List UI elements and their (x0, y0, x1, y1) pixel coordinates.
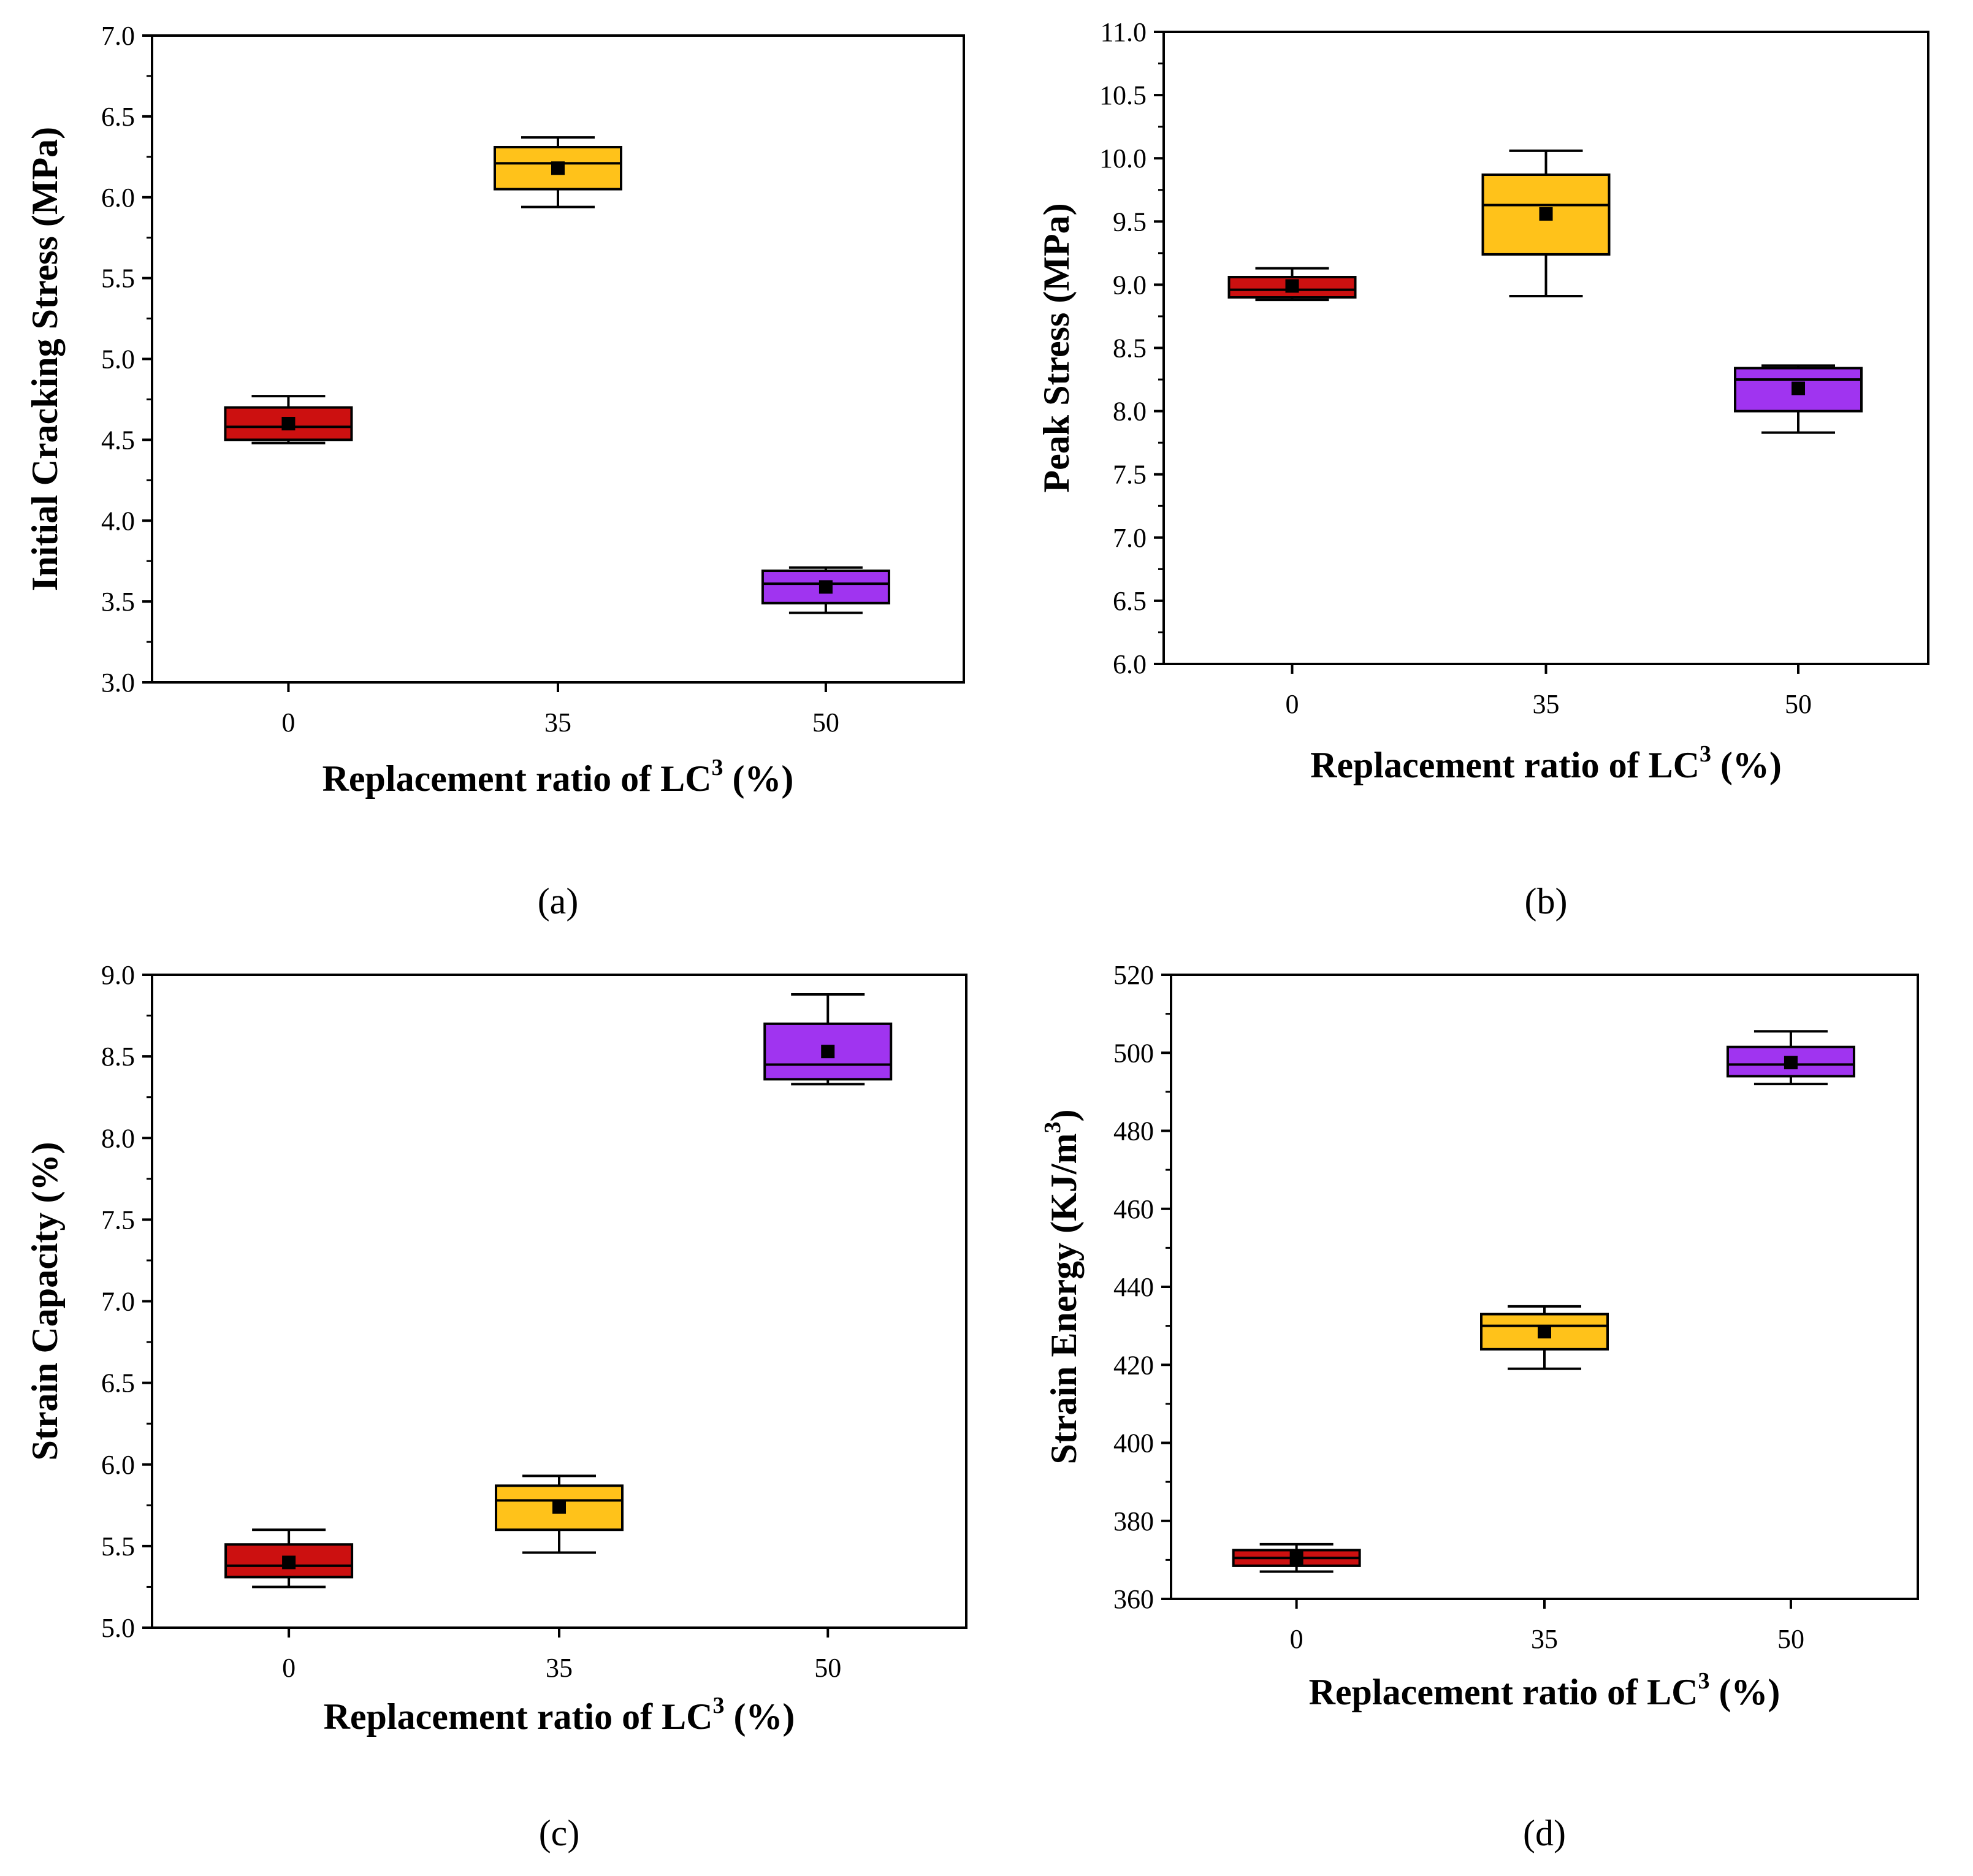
panel-label: (d) (1523, 1813, 1566, 1853)
x-axis-title-superscript: 3 (712, 1693, 724, 1718)
y-axis-title-tail: ) (1044, 1110, 1084, 1122)
x-axis-title: Replacement ratio of LC3 (%) (1310, 741, 1782, 785)
panel-c: 5.0 5.5 6.0 6.5 7.0 7.5 8.0 8.5 9.0 0 35 50 Strain C… (25, 960, 967, 1853)
x-tick-label: 35 (1531, 1624, 1558, 1654)
mean-marker (551, 161, 565, 175)
x-tick-label: 0 (1285, 689, 1299, 719)
panel-label: (b) (1525, 881, 1568, 921)
x-axis-title-tail: (%) (723, 758, 793, 799)
y-tick-label: 8.5 (101, 1042, 135, 1072)
x-axis-title-superscript: 3 (711, 755, 723, 780)
panel-a: 3.0 3.5 4.0 4.5 5.0 5.5 6.0 6.5 7.0 0 35 50 Initial … (25, 21, 965, 921)
y-tick-label: 10.0 (1099, 143, 1147, 173)
y-tick-label: 9.0 (1113, 270, 1147, 300)
y-axis-title: Peak Stress (MPa) (1036, 203, 1077, 492)
y-axis-title: Initial Cracking Stress (MPa) (25, 127, 65, 591)
y-tick-label: 10.5 (1099, 80, 1147, 110)
x-axis-title: Replacement ratio of LC3 (%) (1309, 1668, 1780, 1712)
x-axis-title: Replacement ratio of LC3 (%) (322, 755, 794, 799)
mean-marker (282, 1555, 296, 1569)
y-axis-title: Strain Energy (KJ/m3) (1040, 1110, 1084, 1465)
mean-marker (1538, 1325, 1551, 1339)
y-tick-label: 3.5 (101, 587, 135, 617)
y-tick-label: 4.5 (101, 425, 135, 455)
mean-marker (821, 1045, 835, 1059)
y-tick-label: 360 (1113, 1584, 1154, 1614)
x-tick-label: 0 (281, 707, 295, 738)
y-axis-title-main: Strain Capacity (%) (25, 1142, 65, 1461)
y-tick-label: 380 (1113, 1506, 1154, 1536)
panel-label: (a) (538, 881, 579, 921)
y-tick-label: 6.5 (101, 1368, 135, 1398)
y-axis-title-main: Peak Stress (MPa) (1036, 203, 1077, 492)
x-axis-title-superscript: 3 (1700, 741, 1711, 767)
mean-marker (552, 1500, 566, 1514)
y-tick-label: 500 (1113, 1038, 1154, 1068)
y-tick-label: 420 (1113, 1350, 1154, 1380)
y-tick-label: 8.0 (1113, 397, 1147, 427)
plot-frame (1162, 31, 1929, 665)
x-axis-title-main: Replacement ratio of LC (324, 1696, 713, 1737)
y-tick-label: 6.5 (101, 102, 135, 132)
x-axis-title: Replacement ratio of LC3 (%) (324, 1693, 795, 1737)
y-tick-label: 9.5 (1113, 207, 1147, 237)
y-tick-label: 6.5 (1113, 586, 1147, 616)
y-tick-label: 8.0 (101, 1123, 135, 1153)
y-axis-title-superscript: 3 (1040, 1122, 1066, 1134)
y-tick-label: 5.0 (101, 345, 135, 375)
y-tick-label: 7.0 (101, 21, 135, 51)
x-axis-title-main: Replacement ratio of LC (322, 758, 712, 799)
y-tick-label: 8.5 (1113, 334, 1147, 364)
y-tick-label: 7.0 (101, 1287, 135, 1317)
y-tick-label: 11.0 (1101, 17, 1147, 47)
x-tick-label: 35 (546, 1653, 573, 1683)
x-axis-title-main: Replacement ratio of LC (1310, 745, 1700, 785)
y-tick-label: 9.0 (101, 960, 135, 990)
y-axis-title-main: Initial Cracking Stress (MPa) (25, 127, 65, 591)
y-tick-label: 440 (1113, 1272, 1154, 1302)
y-tick-label: 7.5 (101, 1205, 135, 1235)
x-tick-label: 50 (1777, 1624, 1804, 1654)
y-tick-label: 5.0 (101, 1613, 135, 1643)
mean-marker (1784, 1056, 1798, 1070)
y-axis-title: Strain Capacity (%) (25, 1142, 65, 1461)
mean-marker (1792, 381, 1806, 395)
y-tick-label: 6.0 (101, 183, 135, 213)
y-tick-label: 7.0 (1113, 523, 1147, 553)
panel-d: 360 380 400 420 440 460 480 500 520 0 35 50 Strain E… (1040, 960, 1919, 1853)
x-axis-title-tail: (%) (1711, 745, 1782, 785)
x-tick-label: 50 (814, 1653, 841, 1683)
box-iqr-50 (1726, 1045, 1855, 1078)
x-tick-label: 50 (812, 707, 839, 738)
x-tick-label: 35 (1533, 689, 1560, 719)
y-tick-label: 460 (1113, 1194, 1154, 1224)
y-tick-label: 6.0 (1113, 649, 1147, 679)
mean-marker (281, 417, 296, 430)
x-axis-title-tail: (%) (724, 1696, 795, 1737)
x-axis-title-superscript: 3 (1698, 1668, 1709, 1694)
mean-marker (819, 580, 833, 594)
y-tick-label: 4.0 (101, 506, 135, 536)
mean-marker (1539, 207, 1553, 221)
mean-marker (1289, 1551, 1303, 1565)
y-tick-label: 3.0 (101, 668, 135, 698)
y-tick-label: 400 (1113, 1428, 1154, 1458)
panel-b: 6.0 6.5 7.0 7.5 8.0 8.5 9.0 9.5 10.0 10.5 11.0 0 35 5… (1036, 17, 1929, 921)
y-axis-title-main: Strain Energy (KJ/m (1044, 1134, 1084, 1465)
y-tick-label: 5.5 (101, 1531, 135, 1561)
y-tick-label: 5.5 (101, 264, 135, 294)
y-tick-label: 480 (1113, 1116, 1154, 1146)
x-axis-title-tail: (%) (1709, 1672, 1780, 1712)
x-tick-label: 50 (1785, 689, 1812, 719)
x-tick-label: 35 (544, 707, 571, 738)
x-tick-label: 0 (282, 1653, 296, 1683)
x-axis-title-main: Replacement ratio of LC (1309, 1672, 1698, 1712)
y-tick-label: 6.0 (101, 1450, 135, 1480)
mean-marker (1285, 279, 1299, 293)
panel-label: (c) (539, 1813, 580, 1853)
y-tick-label: 520 (1113, 960, 1154, 990)
x-tick-label: 0 (1290, 1624, 1303, 1654)
y-tick-label: 7.5 (1113, 460, 1147, 490)
